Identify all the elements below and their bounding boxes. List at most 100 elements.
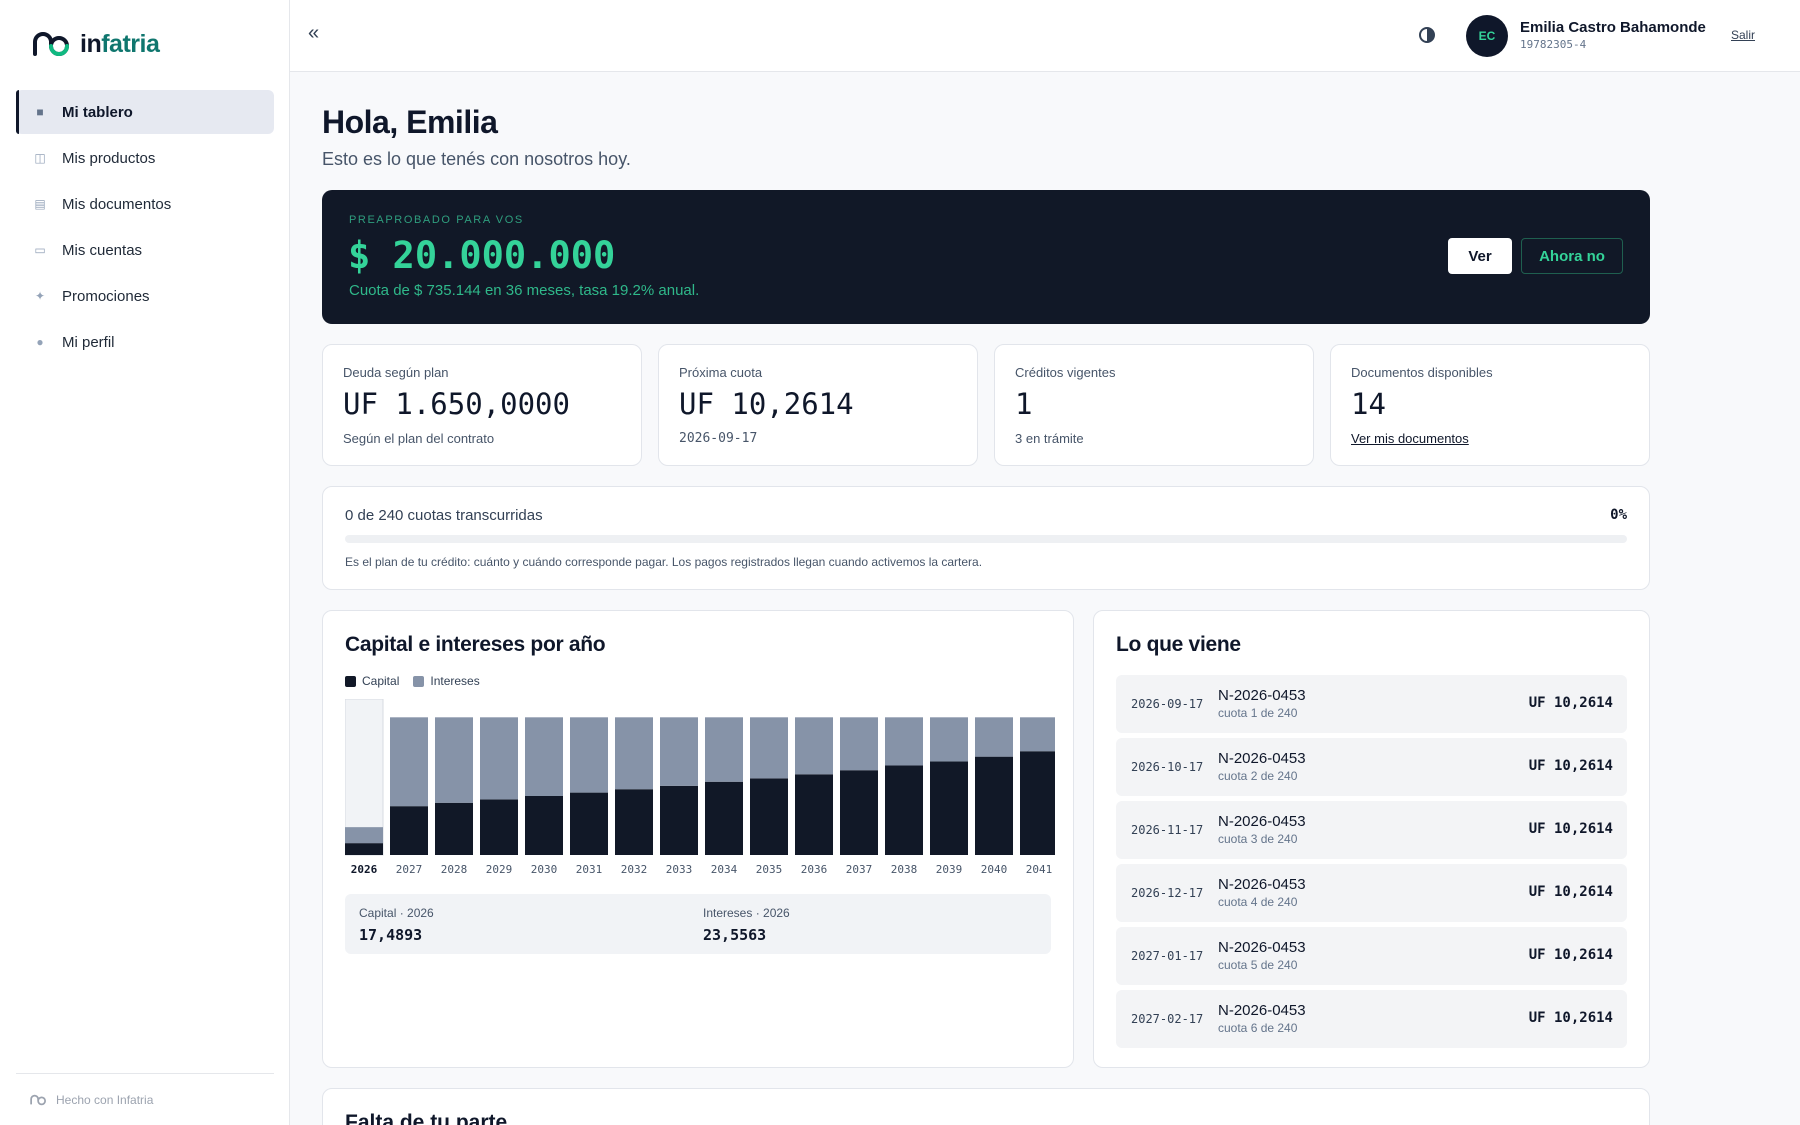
list-item[interactable]: 2026-10-17 N-2026-0453 cuota 2 de 240 UF… (1116, 738, 1627, 796)
chart-selection-summary: Capital · 2026 17,4893 Intereses · 2026 … (345, 894, 1051, 954)
sidebar-item-mi-perfil[interactable]: ● Mi perfil (16, 320, 274, 364)
summary-capital-label: Capital · 2026 (359, 906, 434, 920)
stat-label: Créditos vigentes (1015, 365, 1116, 380)
bar-capital-2027[interactable] (390, 806, 428, 855)
sidebar-item-promociones[interactable]: ✦ Promociones (16, 274, 274, 318)
footer-text: Hecho con Infatria (56, 1092, 154, 1107)
bar-interest-2034[interactable] (705, 717, 743, 782)
bar-capital-2036[interactable] (795, 774, 833, 855)
bar-capital-2041[interactable] (1020, 751, 1055, 855)
bar-capital-2030[interactable] (525, 795, 563, 855)
dismiss-offer-button[interactable]: Ahora no (1521, 238, 1623, 274)
payment-credit-id: N-2026-0453 (1218, 813, 1306, 830)
page-subtitle: Esto es lo que tenés con nosotros hoy. (322, 149, 631, 169)
payment-date: 2026-09-17 (1131, 697, 1204, 711)
payment-quota: cuota 4 de 240 (1218, 895, 1298, 909)
user-name: Emilia Castro Bahamonde (1520, 19, 1706, 36)
bar-capital-2035[interactable] (750, 778, 788, 855)
documents-icon: ▤ (34, 197, 46, 211)
summary-capital-value: 17,4893 (359, 926, 423, 944)
payment-date: 2027-02-17 (1131, 1012, 1204, 1026)
installments-progress-card: 0 de 240 cuotas transcurridas 0% Es el p… (322, 486, 1650, 590)
infatria-logo-icon (33, 32, 70, 56)
bar-interest-2026[interactable] (345, 827, 383, 844)
bar-capital-2034[interactable] (705, 781, 743, 855)
bar-capital-2026[interactable] (345, 843, 383, 855)
upcoming-payments-card: Lo que viene 2026-09-17 N-2026-0453 cuot… (1093, 610, 1650, 1068)
bar-capital-2039[interactable] (930, 761, 968, 855)
sidebar-item-mis-documentos[interactable]: ▤ Mis documentos (16, 182, 274, 226)
payment-quota: cuota 6 de 240 (1218, 1021, 1298, 1035)
bar-interest-2029[interactable] (480, 717, 518, 800)
bar-interest-2038[interactable] (885, 717, 923, 766)
stat-card-documents: Documentos disponibles 14 Ver mis docume… (1330, 344, 1650, 466)
bar-capital-2028[interactable] (435, 802, 473, 855)
sidebar-item-label: Promociones (62, 287, 150, 305)
logo-wordmark: infatria (80, 29, 160, 58)
legend-swatch-capital (345, 675, 356, 687)
promo-label: PREAPROBADO PARA VOS (349, 214, 524, 226)
x-tick-label: 2027 (396, 863, 423, 876)
bar-interest-2039[interactable] (930, 717, 968, 762)
bar-interest-2035[interactable] (750, 717, 788, 779)
bar-interest-2028[interactable] (435, 717, 473, 803)
sidebar-item-label: Mis cuentas (62, 241, 143, 259)
bar-capital-2031[interactable] (570, 792, 608, 855)
bar-interest-2037[interactable] (840, 717, 878, 771)
sidebar-footer: Hecho con Infatria (16, 1073, 274, 1125)
bar-capital-2033[interactable] (660, 785, 698, 855)
list-item[interactable]: 2027-02-17 N-2026-0453 cuota 6 de 240 UF… (1116, 990, 1627, 1048)
view-documents-link[interactable]: Ver mis documentos (1351, 431, 1469, 446)
list-item[interactable]: 2026-12-17 N-2026-0453 cuota 4 de 240 UF… (1116, 864, 1627, 922)
bar-capital-2037[interactable] (840, 770, 878, 855)
promo-terms: Cuota de $ 735.144 en 36 meses, tasa 19.… (349, 282, 700, 299)
bar-capital-2038[interactable] (885, 765, 923, 855)
stat-value: 1 (1015, 387, 1033, 421)
progress-text: 0 de 240 cuotas transcurridas (345, 507, 543, 524)
sidebar-item-mis-productos[interactable]: ◫ Mis productos (16, 136, 274, 180)
list-item[interactable]: 2026-09-17 N-2026-0453 cuota 1 de 240 UF… (1116, 675, 1627, 733)
payment-amount: UF 10,2614 (1528, 1010, 1613, 1026)
x-tick-label: 2030 (531, 863, 558, 876)
upcoming-list: 2026-09-17 N-2026-0453 cuota 1 de 240 UF… (1116, 675, 1627, 1053)
x-tick-label: 2038 (891, 863, 918, 876)
bar-interest-2040[interactable] (975, 717, 1013, 757)
products-icon: ◫ (34, 151, 46, 165)
x-tick-label: 2040 (981, 863, 1008, 876)
collapse-sidebar-icon[interactable]: « (308, 22, 320, 44)
bar-interest-2041[interactable] (1020, 717, 1055, 752)
stat-value: UF 10,2614 (679, 387, 854, 421)
capital-interest-chart-card: Capital e intereses por año Capital Inte… (322, 610, 1074, 1068)
bar-interest-2031[interactable] (570, 717, 608, 793)
x-tick-label: 2026 (351, 863, 378, 876)
payment-amount: UF 10,2614 (1528, 821, 1613, 837)
progress-bar (345, 535, 1627, 543)
stat-label: Próxima cuota (679, 365, 763, 380)
sidebar-item-mi-tablero[interactable]: ■ Mi tablero (16, 90, 274, 134)
bar-interest-2036[interactable] (795, 717, 833, 775)
theme-toggle-icon[interactable] (1416, 24, 1438, 46)
chart-legend: Capital Intereses (345, 674, 480, 688)
payment-amount: UF 10,2614 (1528, 758, 1613, 774)
bar-interest-2030[interactable] (525, 717, 563, 796)
bar-capital-2032[interactable] (615, 789, 653, 855)
view-offer-button[interactable]: Ver (1448, 238, 1512, 274)
list-item[interactable]: 2026-11-17 N-2026-0453 cuota 3 de 240 UF… (1116, 801, 1627, 859)
bar-interest-2033[interactable] (660, 717, 698, 786)
avatar[interactable]: EC (1466, 15, 1508, 57)
payment-date: 2027-01-17 (1131, 949, 1204, 963)
bar-interest-2027[interactable] (390, 717, 428, 807)
bar-capital-2029[interactable] (480, 799, 518, 855)
list-item[interactable]: 2027-01-17 N-2026-0453 cuota 5 de 240 UF… (1116, 927, 1627, 985)
bar-interest-2032[interactable] (615, 717, 653, 790)
legend-item-capital: Capital (345, 674, 399, 688)
payment-amount: UF 10,2614 (1528, 695, 1613, 711)
bar-capital-2040[interactable] (975, 756, 1013, 855)
payment-credit-id: N-2026-0453 (1218, 1002, 1306, 1019)
x-tick-label: 2033 (666, 863, 693, 876)
brand-logo[interactable]: infatria (29, 28, 160, 60)
dashboard-icon: ■ (36, 105, 44, 119)
x-tick-label: 2039 (936, 863, 963, 876)
logout-link[interactable]: Salir (1731, 28, 1756, 42)
sidebar-item-mis-cuentas[interactable]: ▭ Mis cuentas (16, 228, 274, 272)
